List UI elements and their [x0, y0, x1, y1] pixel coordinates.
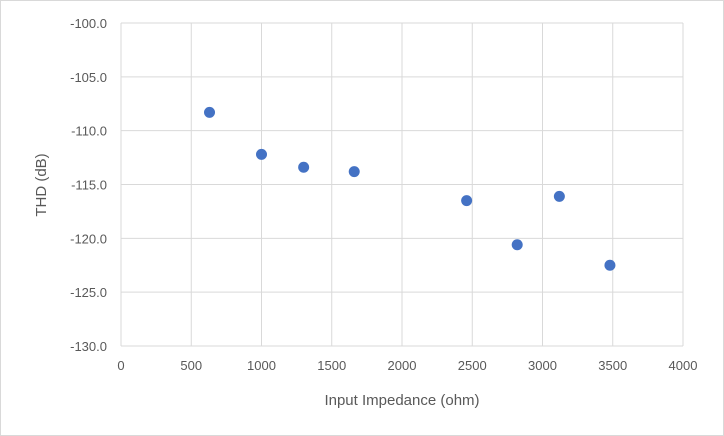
x-tick-label: 1000	[247, 358, 276, 373]
y-tick-label: -120.0	[70, 231, 107, 246]
x-tick-label: 0	[117, 358, 124, 373]
x-tick-label: 500	[180, 358, 202, 373]
y-tick-label: -105.0	[70, 70, 107, 85]
y-axis-tick-labels: -100.0 -105.0 -110.0 -115.0 -120.0 -125.0 -130…	[70, 16, 107, 354]
y-tick-label: -100.0	[70, 16, 107, 31]
data-point	[604, 259, 616, 271]
data-point	[348, 166, 360, 178]
x-tick-label: 2500	[458, 358, 487, 373]
y-tick-label: -115.0	[71, 178, 107, 193]
x-axis-title: Input Impedance (ohm)	[324, 392, 479, 409]
x-tick-label: 2000	[388, 358, 417, 373]
x-tick-label: 1500	[317, 358, 346, 373]
y-axis-title: THD (dB)	[33, 153, 50, 216]
y-tick-label: -125.0	[70, 285, 107, 300]
y-tick-label: -130.0	[70, 339, 107, 354]
gridlines	[120, 22, 684, 347]
x-tick-label: 3000	[528, 358, 557, 373]
data-point	[204, 106, 216, 118]
data-point	[461, 195, 473, 207]
x-axis-tick-labels: 0 500 1000 1500 2000 2500 3000 3500 4000	[117, 358, 697, 373]
data-point	[298, 161, 310, 173]
data-points	[204, 106, 616, 271]
data-point	[511, 239, 523, 251]
data-point	[553, 190, 565, 202]
data-point	[256, 148, 267, 160]
x-tick-label: 3500	[598, 358, 627, 373]
x-tick-label: 4000	[669, 358, 698, 373]
y-tick-label: -110.0	[71, 124, 107, 139]
